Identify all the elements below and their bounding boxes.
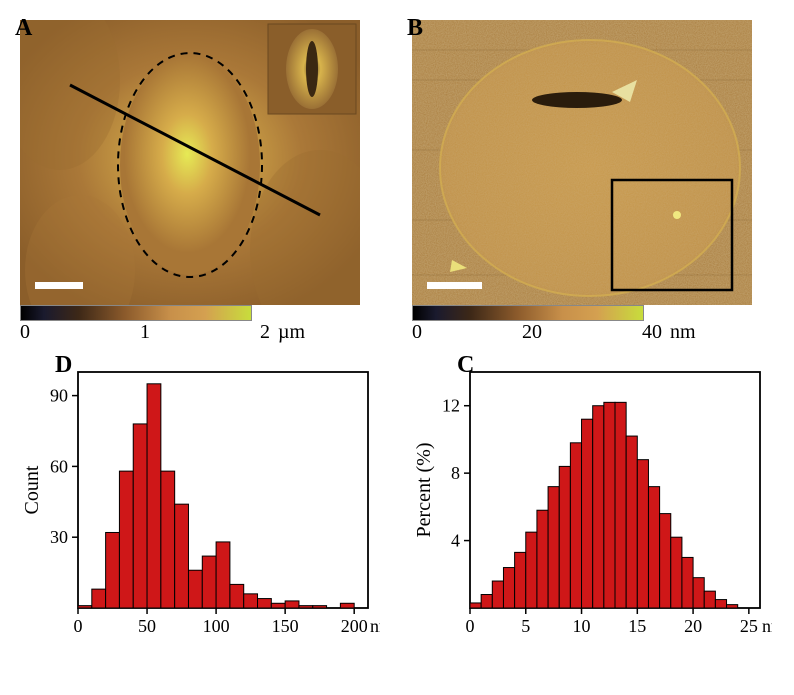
svg-text:4: 4: [451, 531, 460, 551]
colorbar-a-ticks: 0 1 2: [20, 321, 270, 344]
tick: 20: [522, 321, 542, 344]
histogram-d: 0 50 100 150 200nm 30 60 90 Count: [20, 354, 380, 644]
svg-text:25: 25: [740, 616, 758, 636]
panel-c: C 0 5 10 15 20 25nm 4 8 12 Percent (%): [412, 354, 774, 644]
tick: 40: [642, 321, 662, 344]
tick: 0: [20, 321, 30, 344]
svg-text:0: 0: [466, 616, 475, 636]
histogram-c: 0 5 10 15 20 25nm 4 8 12 Percent (%): [412, 354, 772, 644]
colorbar-b: [412, 305, 644, 321]
panel-c-label: C: [457, 352, 474, 379]
svg-text:15: 15: [628, 616, 646, 636]
svg-text:0: 0: [74, 616, 83, 636]
colorbar-b-ticks: 0 20 40: [412, 321, 662, 344]
panel-d-label: D: [55, 352, 72, 379]
svg-text:200: 200: [341, 616, 368, 636]
svg-text:90: 90: [50, 386, 68, 406]
panel-b: B: [412, 20, 774, 344]
svg-text:nm: nm: [370, 616, 380, 636]
svg-text:10: 10: [573, 616, 591, 636]
svg-text:8: 8: [451, 463, 460, 483]
svg-text:50: 50: [138, 616, 156, 636]
panel-a: A: [20, 20, 382, 344]
svg-text:12: 12: [442, 396, 460, 416]
svg-text:100: 100: [203, 616, 230, 636]
svg-text:Percent (%): Percent (%): [413, 443, 435, 538]
svg-text:30: 30: [50, 527, 68, 547]
colorbar-b-unit: nm: [670, 321, 696, 344]
tick: 2: [260, 321, 270, 344]
panel-a-label: A: [15, 15, 32, 42]
scale-bar-b: [427, 282, 482, 289]
panel-b-label: B: [407, 15, 423, 42]
svg-text:nm: nm: [762, 616, 772, 636]
tick: 0: [412, 321, 422, 344]
svg-text:60: 60: [50, 456, 68, 476]
tick: 1: [140, 321, 150, 344]
afm-image-a: [20, 20, 360, 305]
svg-text:Count: Count: [21, 465, 43, 514]
colorbar-a: [20, 305, 252, 321]
svg-text:20: 20: [684, 616, 702, 636]
panel-d: D 0 50 100 150 200nm 30 60 90 Count: [20, 354, 382, 644]
scale-bar-a: [35, 282, 83, 289]
svg-text:150: 150: [272, 616, 299, 636]
svg-text:5: 5: [521, 616, 530, 636]
afm-image-b: [412, 20, 752, 305]
figure-grid: A: [20, 20, 774, 644]
colorbar-a-unit: µm: [278, 321, 305, 344]
